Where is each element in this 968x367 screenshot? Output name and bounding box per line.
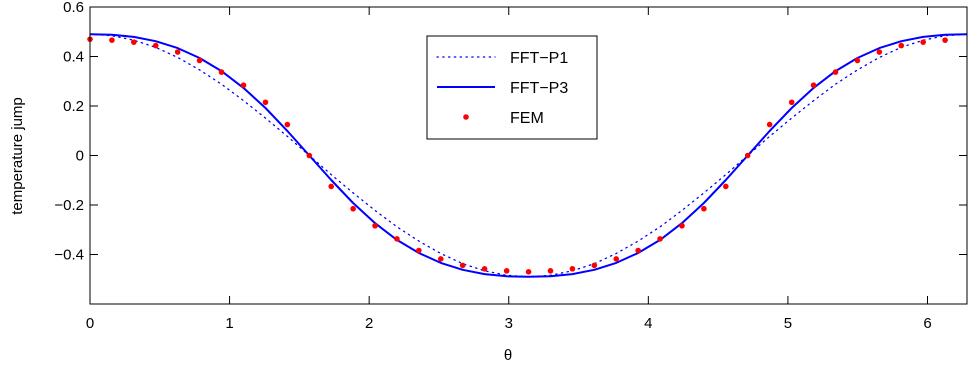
y-tick-label: 0.2 bbox=[63, 98, 84, 115]
fem-data-point bbox=[416, 247, 422, 254]
fem-data-point bbox=[547, 268, 554, 274]
fem-data-point bbox=[459, 262, 466, 269]
fem-data-point bbox=[196, 57, 203, 64]
fem-data-point bbox=[306, 152, 313, 159]
x-tick-label: 4 bbox=[644, 315, 652, 332]
x-tick-label: 3 bbox=[505, 315, 513, 332]
y-axis-label: temperature jump bbox=[9, 97, 26, 215]
fem-data-point bbox=[525, 269, 532, 275]
fem-data-point bbox=[832, 69, 839, 75]
legend: FFT−P1 FFT−P3 FEM bbox=[426, 35, 598, 140]
fem-data-point bbox=[262, 99, 269, 106]
y-tick-label: 0.4 bbox=[63, 49, 84, 66]
fem-data-point bbox=[109, 37, 115, 43]
fem-data-point bbox=[679, 222, 685, 229]
fem-data-point bbox=[218, 69, 225, 75]
fem-data-point bbox=[174, 49, 181, 55]
fem-data-point bbox=[372, 222, 378, 229]
fem-data-point bbox=[152, 42, 159, 49]
fem-data-point bbox=[854, 57, 861, 64]
x-axis-label: θ bbox=[504, 347, 512, 364]
fem-data-point bbox=[766, 121, 773, 128]
tick-layer: 0 1 2 3 4 5 6 −0.4 −0.2 0 0.2 0.4 0.6 bbox=[54, 0, 967, 332]
x-tick-label: 1 bbox=[225, 315, 233, 332]
y-tick-label: 0 bbox=[76, 148, 84, 165]
fem-data-point bbox=[481, 266, 488, 272]
fem-data-point bbox=[350, 205, 356, 212]
fem-data-point bbox=[701, 205, 707, 212]
legend-label: FEM bbox=[510, 110, 544, 127]
x-tick-label: 5 bbox=[784, 315, 792, 332]
legend-label: FFT−P3 bbox=[510, 80, 568, 97]
legend-items: FFT−P1 FFT−P3 FEM bbox=[436, 50, 568, 127]
x-tick-label: 2 bbox=[365, 315, 373, 332]
fem-data-point bbox=[898, 42, 905, 49]
fem-data-point bbox=[876, 49, 883, 55]
series-layer bbox=[87, 33, 968, 278]
fem-data-point bbox=[744, 152, 751, 159]
fem-data-point bbox=[613, 256, 620, 262]
fem-data-point bbox=[503, 268, 510, 274]
fem-data-point bbox=[394, 236, 400, 242]
x-tick-label: 6 bbox=[923, 315, 931, 332]
legend-swatch-fem bbox=[463, 114, 469, 120]
fem-data-point bbox=[942, 37, 948, 43]
fft-p3-line bbox=[89, 33, 968, 278]
fem-data-point bbox=[920, 39, 926, 45]
fem-data-point bbox=[437, 256, 444, 262]
fem-data-point bbox=[657, 236, 663, 242]
fem-data-point bbox=[591, 262, 598, 269]
fem-data-point bbox=[788, 99, 795, 106]
fem-data-point bbox=[569, 266, 576, 272]
fem-data-point bbox=[635, 247, 641, 254]
fem-data-point bbox=[723, 183, 729, 190]
fem-data-point bbox=[810, 82, 817, 89]
y-tick-label: 0.6 bbox=[63, 0, 84, 16]
y-tick-label: −0.4 bbox=[54, 247, 84, 264]
fem-data-point bbox=[284, 121, 291, 128]
fem-data-point bbox=[131, 39, 137, 45]
x-tick-label: 0 bbox=[86, 315, 94, 332]
y-tick-label: −0.2 bbox=[54, 197, 84, 214]
legend-label: FFT−P1 bbox=[510, 50, 568, 67]
fem-data-point bbox=[240, 82, 247, 89]
fem-data-point bbox=[328, 183, 334, 190]
